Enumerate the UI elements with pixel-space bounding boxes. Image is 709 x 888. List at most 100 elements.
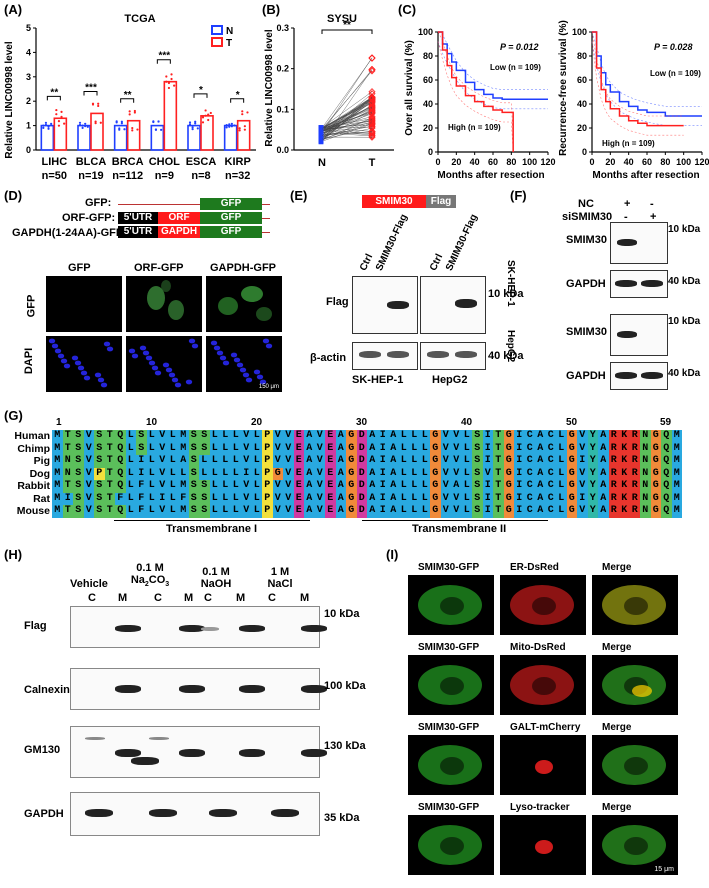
bar: [236, 119, 251, 151]
residue: V: [314, 430, 325, 443]
data-point-t: [368, 99, 376, 107]
data-point: [233, 124, 236, 127]
data-point: [55, 108, 58, 112]
residue: S: [472, 480, 483, 493]
bar: [53, 117, 68, 151]
data-point: [118, 127, 121, 130]
residue: E: [325, 430, 336, 443]
residue: V: [314, 505, 325, 518]
data-point: [167, 86, 171, 90]
residue: L: [419, 492, 430, 505]
micrograph: [500, 735, 586, 795]
data-point: [78, 123, 82, 127]
residue: P: [262, 480, 273, 493]
data-point: [243, 128, 246, 131]
residue: L: [125, 430, 136, 443]
nucleus: [128, 348, 136, 354]
residue: I: [377, 430, 388, 443]
residue: L: [125, 442, 136, 455]
x-tick-label: 20: [605, 157, 615, 167]
nucleus: [239, 367, 247, 373]
lane-label: SMIM30-Flag: [374, 212, 410, 273]
bar: [223, 124, 238, 151]
y-axis-label-rfs: Recurrence-free survival (%): [558, 20, 569, 156]
residue: A: [598, 455, 609, 468]
residue: D: [356, 505, 367, 518]
x-tick-label: 40: [470, 157, 480, 167]
nucleus: [103, 341, 111, 347]
data-point-n: [318, 136, 324, 142]
pair-line: [321, 69, 373, 131]
data-point: [94, 120, 97, 123]
residue: G: [566, 467, 577, 480]
col-label-gapdh-gfp: GAPDH-GFP: [210, 262, 276, 274]
residue: L: [220, 442, 231, 455]
residue: F: [115, 492, 126, 505]
row-label: Calnexin: [24, 684, 70, 696]
band: [239, 625, 265, 632]
residue: Q: [661, 442, 672, 455]
data-point: [81, 124, 84, 127]
tcga-bar-chart: TCGA Relative LINC00998 level 012345**LI…: [4, 13, 256, 182]
residue: L: [419, 505, 430, 518]
micrograph: [500, 815, 586, 875]
residue: I: [241, 467, 252, 480]
residue: A: [598, 505, 609, 518]
residue: N: [640, 430, 651, 443]
micrograph: [500, 655, 586, 715]
y-tick-label: 60: [423, 75, 433, 85]
residue: Q: [115, 442, 126, 455]
residue: T: [493, 430, 504, 443]
data-point: [170, 77, 173, 81]
data-point-t: [368, 104, 376, 112]
category-label: ESCA: [186, 156, 217, 168]
residue: L: [125, 505, 136, 518]
residue: L: [146, 467, 157, 480]
residue: M: [52, 480, 63, 493]
high-label: High (n = 109): [602, 139, 655, 148]
fraction-label: M: [118, 592, 128, 604]
residue: L: [199, 467, 210, 480]
residue: C: [524, 467, 535, 480]
residue: L: [409, 505, 420, 518]
micrograph-orf-dapi: [126, 336, 202, 392]
significance-label: ***: [158, 51, 170, 62]
residue: T: [104, 467, 115, 480]
data-point-n: [318, 132, 324, 138]
nucleus-shadow: [532, 677, 556, 695]
residue: Y: [587, 467, 598, 480]
y-tick-label: 80: [577, 51, 587, 61]
category-label: KIRP: [225, 156, 251, 168]
residue: G: [650, 430, 661, 443]
utr-box: 5'UTR: [118, 212, 158, 224]
residue: R: [608, 442, 619, 455]
y-axis-label-os: Over all survival (%): [404, 40, 415, 136]
y-tick-label: 0.2: [276, 64, 289, 74]
residue: V: [440, 505, 451, 518]
residue: L: [556, 442, 567, 455]
fraction-label: C: [88, 592, 96, 604]
residue: S: [199, 505, 210, 518]
n-label: n=50: [42, 170, 67, 182]
band: [209, 809, 237, 817]
nucleus: [154, 370, 162, 376]
micrograph: [592, 735, 678, 795]
y-tick-label: 0: [428, 147, 433, 157]
bar: [126, 119, 141, 151]
col-label-gfp: GFP: [68, 262, 91, 274]
gfp-box: GFP: [200, 212, 262, 224]
residue: V: [283, 442, 294, 455]
residue: V: [440, 480, 451, 493]
survival-curves: Over all survival (%) Recurrence-free su…: [404, 20, 709, 181]
pair-line: [321, 132, 373, 137]
residue: R: [608, 430, 619, 443]
residue: L: [220, 492, 231, 505]
residue: G: [430, 467, 441, 480]
cell-line-label: SK-HEP-1: [505, 260, 516, 307]
y-tick-label: 0: [582, 147, 587, 157]
residue: T: [104, 430, 115, 443]
residue: G: [566, 505, 577, 518]
residue: I: [377, 492, 388, 505]
residue: S: [73, 430, 84, 443]
kda-label: 100 kDa: [324, 680, 366, 692]
